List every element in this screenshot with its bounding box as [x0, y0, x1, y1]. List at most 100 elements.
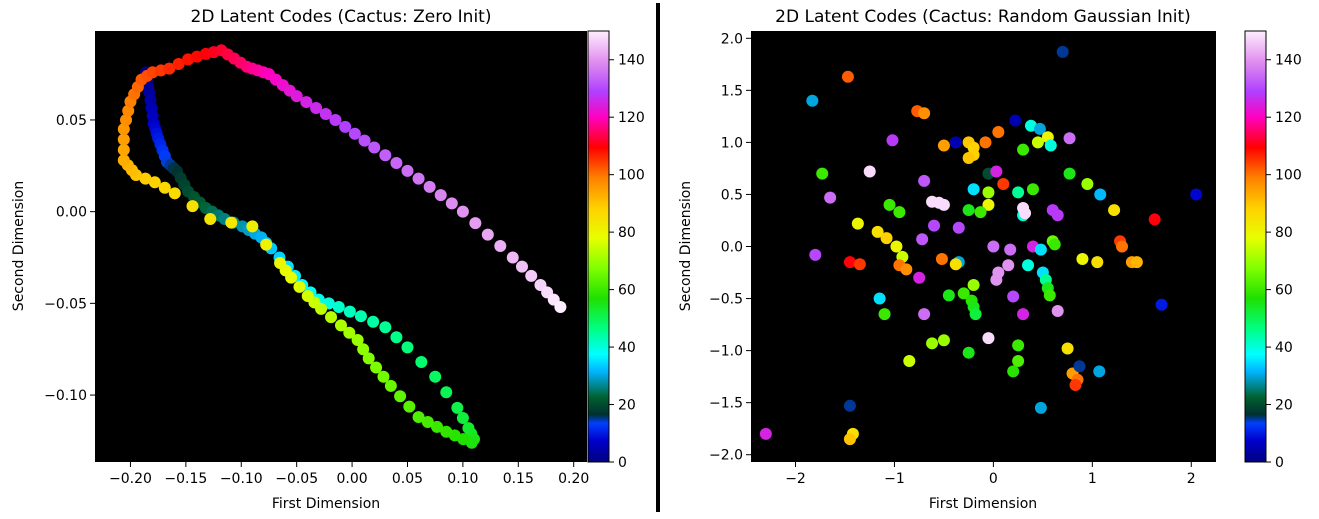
right-y-axis-label: Second Dimension — [678, 181, 694, 311]
left-scatter-point — [310, 102, 323, 115]
right-scatter-point — [809, 248, 822, 261]
right-scatter-point — [1012, 186, 1025, 199]
left-scatter-point — [120, 113, 133, 126]
left-scatter-point — [379, 149, 392, 162]
left-colorbar-tick-label: 140 — [618, 53, 645, 69]
right-scatter-point — [871, 225, 884, 238]
left-scatter-point — [357, 343, 370, 356]
left-y-tick-label: −0.10 — [44, 388, 87, 404]
right-scatter-point — [1017, 308, 1030, 321]
left-scatter-point — [506, 251, 519, 264]
left-colorbar — [587, 30, 610, 463]
right-plot-area — [751, 31, 1216, 462]
right-scatter-point — [1093, 365, 1106, 378]
left-scatter-point — [148, 176, 161, 189]
right-scatter-point — [843, 433, 856, 446]
right-y-tick-label: −0.5 — [709, 292, 743, 308]
right-scatter-point — [1026, 183, 1039, 196]
right-x-tick-label: 2 — [1187, 471, 1196, 487]
left-colorbar-tick-label: 120 — [618, 110, 645, 126]
right-scatter-point — [1007, 365, 1020, 378]
right-colorbar-tick-label: 140 — [1275, 53, 1302, 69]
right-scatter-point — [967, 279, 980, 292]
left-scatter-point — [348, 127, 361, 140]
right-scatter-point — [979, 136, 992, 149]
right-scatter-point — [806, 94, 819, 107]
left-scatter-point — [384, 379, 397, 392]
left-scatter-point — [246, 220, 259, 233]
left-scatter-point — [329, 113, 342, 126]
right-scatter-point — [1094, 188, 1107, 201]
left-y-axis-label: Second Dimension — [11, 181, 27, 311]
right-scatter-point — [903, 355, 916, 368]
left-scatter-point — [225, 216, 238, 229]
left-scatter-point — [339, 120, 352, 133]
left-scatter-point — [415, 356, 428, 369]
left-scatter-point — [186, 200, 199, 213]
right-scatter-point — [962, 204, 975, 217]
right-scatter-point — [962, 152, 975, 165]
left-scatter-point — [158, 181, 171, 194]
left-scatter-point — [168, 187, 181, 200]
left-scatter-point — [525, 269, 538, 282]
left-scatter-point — [335, 319, 347, 332]
right-colorbar — [1244, 30, 1267, 463]
right-scatter-point — [942, 289, 955, 302]
left-scatter-point — [554, 301, 567, 314]
left-scatter-point — [293, 280, 306, 293]
left-y-tick-label: 0.00 — [56, 205, 87, 221]
right-scatter-point — [990, 165, 1003, 178]
left-scatter-point — [370, 361, 383, 374]
left-scatter-point — [440, 425, 453, 438]
right-scatter-point — [1034, 401, 1047, 414]
left-x-tick-label: −0.10 — [220, 471, 263, 487]
right-scatter-point — [1007, 290, 1020, 303]
left-scatter-point — [354, 310, 367, 323]
right-scatter-point — [1034, 243, 1047, 256]
right-colorbar-tick-label: 120 — [1275, 110, 1302, 126]
right-y-tick-label: 0.5 — [721, 187, 743, 203]
right-scatter-point — [900, 263, 913, 276]
right-scatter-point — [937, 334, 950, 347]
left-scatter-point — [412, 172, 425, 185]
right-scatter-point — [957, 287, 970, 300]
left-y-tick-label: 0.05 — [56, 113, 87, 129]
left-chart-title: 2D Latent Codes (Cactus: Zero Init) — [191, 7, 492, 27]
right-scatter-point — [1148, 213, 1161, 226]
right-scatter-point — [1044, 139, 1057, 152]
right-scatter-point — [1073, 360, 1086, 373]
right-scatter-point — [890, 240, 903, 253]
right-scatter-point — [1051, 209, 1064, 222]
right-y-tick-label: −1.0 — [709, 344, 743, 360]
right-scatter-point — [952, 221, 965, 234]
right-scatter-point — [1002, 259, 1015, 272]
right-scatter-point — [886, 134, 899, 147]
left-scatter-point — [117, 133, 130, 146]
right-scatter-point — [997, 178, 1010, 191]
left-scatter-point — [139, 172, 152, 185]
right-scatter-point — [1069, 378, 1082, 391]
left-scatter-point — [401, 164, 414, 177]
right-scatter-point — [880, 232, 893, 245]
left-x-tick-label: 0.05 — [392, 471, 423, 487]
right-scatter-point — [1061, 342, 1074, 355]
right-scatter-point — [918, 107, 931, 120]
left-scatter-point — [260, 238, 273, 251]
left-scatter-points — [117, 44, 567, 449]
right-scatter-point — [1155, 298, 1168, 311]
right-scatter-point — [759, 427, 772, 440]
right-colorbar-tick-label: 80 — [1275, 225, 1293, 241]
left-scatter-point — [274, 257, 287, 270]
right-colorbar-tick-label: 40 — [1275, 340, 1293, 356]
right-scatter-point — [1130, 256, 1143, 269]
left-x-tick-label: 0.00 — [336, 471, 367, 487]
left-scatter-point — [163, 62, 176, 75]
right-scatter-point — [1004, 243, 1017, 256]
left-scatter-point — [358, 134, 371, 147]
left-scatter-point — [332, 301, 345, 314]
right-colorbar-tick-label: 20 — [1275, 398, 1293, 414]
left-scatter-point — [379, 321, 392, 334]
right-x-tick-label: 1 — [1088, 471, 1097, 487]
left-colorbar-ticks: 0 20 40 60 80 100 120 140 — [609, 53, 645, 471]
